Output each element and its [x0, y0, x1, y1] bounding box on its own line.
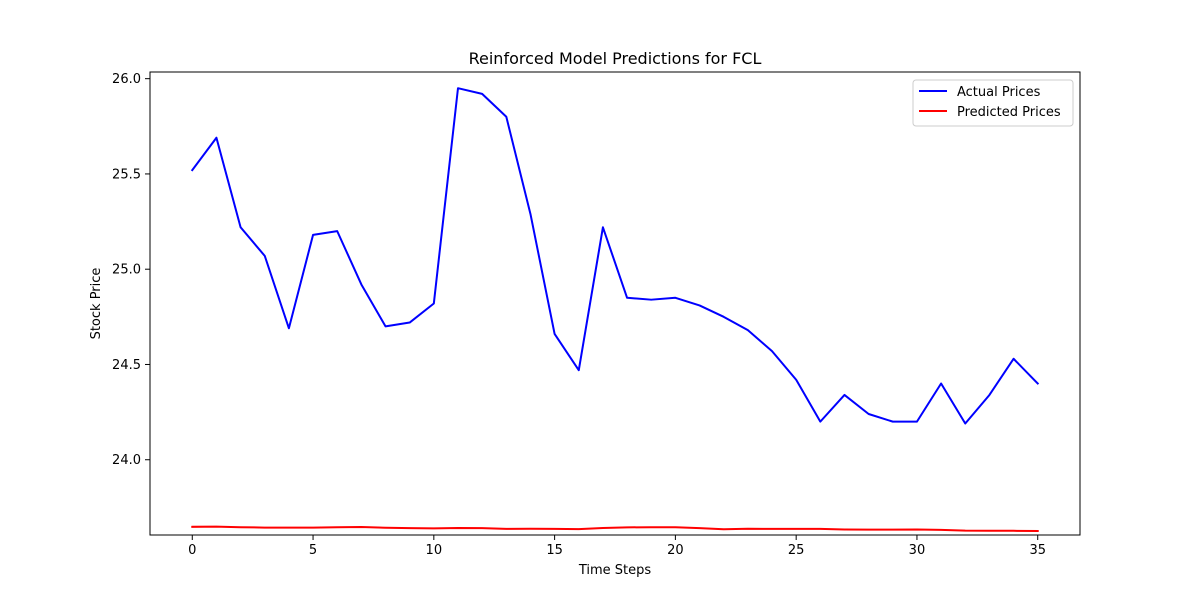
series-line-predicted-prices	[191, 525, 1039, 533]
x-tick-label: 0	[188, 543, 196, 558]
x-tick-label: 25	[788, 543, 805, 558]
x-tick-label: 20	[667, 543, 684, 558]
x-tick-label: 10	[426, 543, 443, 558]
y-tick-label: 26.0	[112, 72, 141, 87]
series-layer	[190, 87, 1040, 533]
legend-box	[912, 79, 1074, 127]
x-tick-label: 35	[1029, 543, 1046, 558]
y-tick-label: 25.5	[112, 167, 141, 182]
y-axis-ticks: 24.0 24.5 25.0 25.5 26.0	[112, 72, 150, 468]
legend-label-actual-prices: Actual Prices	[957, 85, 1041, 100]
plot-area	[150, 72, 1080, 535]
series-line-actual-prices	[190, 87, 1040, 425]
y-tick-label: 24.5	[112, 358, 141, 373]
plot-frame	[149, 71, 1081, 536]
x-axis-label: Time Steps	[578, 563, 652, 578]
legend: Actual Prices Predicted Prices	[912, 79, 1074, 127]
legend-label-predicted-prices: Predicted Prices	[957, 105, 1061, 120]
x-axis-ticks: 0 5 10 15 20 25 30 35	[188, 535, 1046, 558]
x-tick-label: 30	[909, 543, 926, 558]
y-axis-label: Stock Price	[89, 268, 104, 340]
y-tick-label: 25.0	[112, 263, 141, 278]
x-tick-label: 15	[546, 543, 563, 558]
x-tick-label: 5	[309, 543, 317, 558]
chart-title: Reinforced Model Predictions for FCL	[469, 49, 762, 68]
y-tick-label: 24.0	[112, 453, 141, 468]
